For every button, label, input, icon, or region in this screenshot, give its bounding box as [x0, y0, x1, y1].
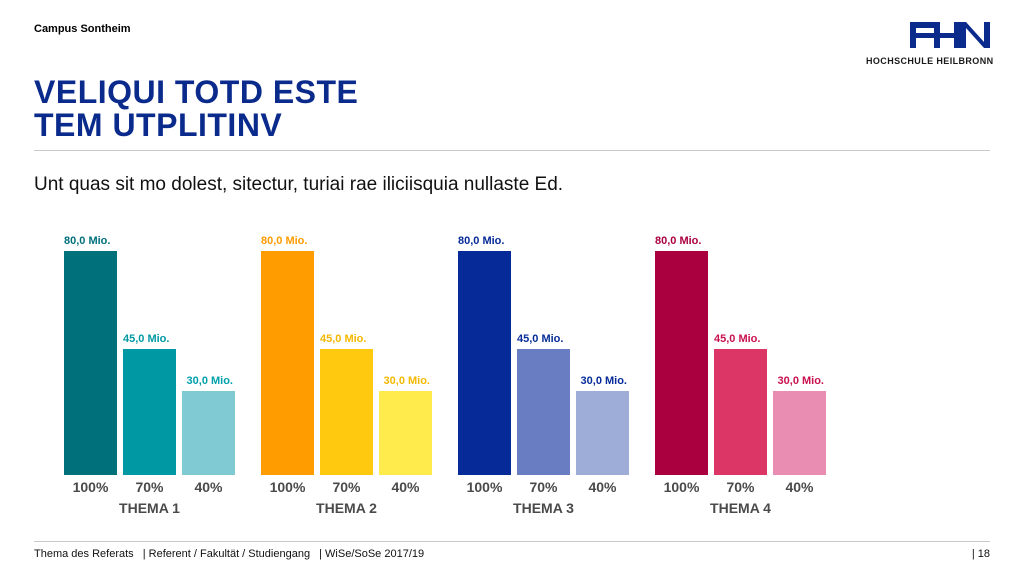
bar	[123, 349, 176, 475]
grouped-bar-chart: 80,0 Mio. 100% 45,0 Mio. 70% 30,0 Mio. 40% THE…	[64, 235, 826, 516]
bar	[182, 391, 235, 475]
data-label: 30,0 Mio.	[187, 375, 233, 387]
x-tick-label: 40%	[785, 479, 814, 495]
x-tick-label: 40%	[588, 479, 617, 495]
footer-semester: | WiSe/SoSe 2017/19	[319, 548, 425, 560]
page-number: | 18	[971, 548, 990, 560]
data-label: 30,0 Mio.	[384, 375, 430, 387]
x-tick-label: 70%	[726, 479, 755, 495]
subtitle: Unt quas sit mo dolest, sitectur, turiai…	[34, 174, 564, 195]
x-tick-label: 100%	[664, 479, 700, 495]
footer-topic: Thema des Referats	[34, 548, 134, 560]
data-label: 45,0 Mio.	[320, 333, 366, 345]
logo-text: HOCHSCHULE HEILBRONN	[866, 56, 994, 66]
bar	[320, 349, 373, 475]
bar	[773, 391, 826, 475]
x-tick-label: 100%	[270, 479, 306, 495]
group-label: THEMA 2	[316, 500, 377, 516]
data-label: 80,0 Mio.	[458, 235, 504, 247]
x-tick-label: 70%	[529, 479, 558, 495]
group-label: THEMA 3	[513, 500, 574, 516]
data-label: 80,0 Mio.	[655, 235, 701, 247]
bar	[517, 349, 570, 475]
title-divider	[34, 150, 990, 151]
data-label: 80,0 Mio.	[261, 235, 307, 247]
campus-label: Campus Sontheim	[34, 23, 131, 35]
bar	[714, 349, 767, 475]
page-title: VELIQUI TOTD ESTE TEM UTPLITINV	[34, 76, 358, 142]
title-line-2: TEM UTPLITINV	[34, 107, 283, 143]
x-tick-label: 100%	[73, 479, 109, 495]
data-label: 80,0 Mio.	[64, 235, 110, 247]
footer-divider	[34, 541, 990, 542]
data-label: 45,0 Mio.	[517, 333, 563, 345]
hhn-logo-mark-icon	[910, 22, 990, 48]
group-label: THEMA 1	[119, 500, 180, 516]
bar	[261, 251, 314, 475]
x-tick-label: 40%	[194, 479, 223, 495]
data-label: 30,0 Mio.	[778, 375, 824, 387]
data-label: 30,0 Mio.	[581, 375, 627, 387]
bar	[379, 391, 432, 475]
footer: Thema des Referats | Referent / Fakultät…	[34, 548, 430, 560]
data-label: 45,0 Mio.	[123, 333, 169, 345]
hhn-logo: HOCHSCHULE HEILBRONN	[866, 22, 994, 68]
x-tick-label: 70%	[135, 479, 164, 495]
group-label: THEMA 4	[710, 500, 771, 516]
bar	[655, 251, 708, 475]
data-label: 45,0 Mio.	[714, 333, 760, 345]
x-tick-label: 40%	[391, 479, 420, 495]
x-tick-label: 70%	[332, 479, 361, 495]
bar	[458, 251, 511, 475]
x-tick-label: 100%	[467, 479, 503, 495]
footer-referent: | Referent / Fakultät / Studiengang	[142, 548, 311, 560]
bar	[64, 251, 117, 475]
title-line-1: VELIQUI TOTD ESTE	[34, 74, 359, 110]
bar	[576, 391, 629, 475]
